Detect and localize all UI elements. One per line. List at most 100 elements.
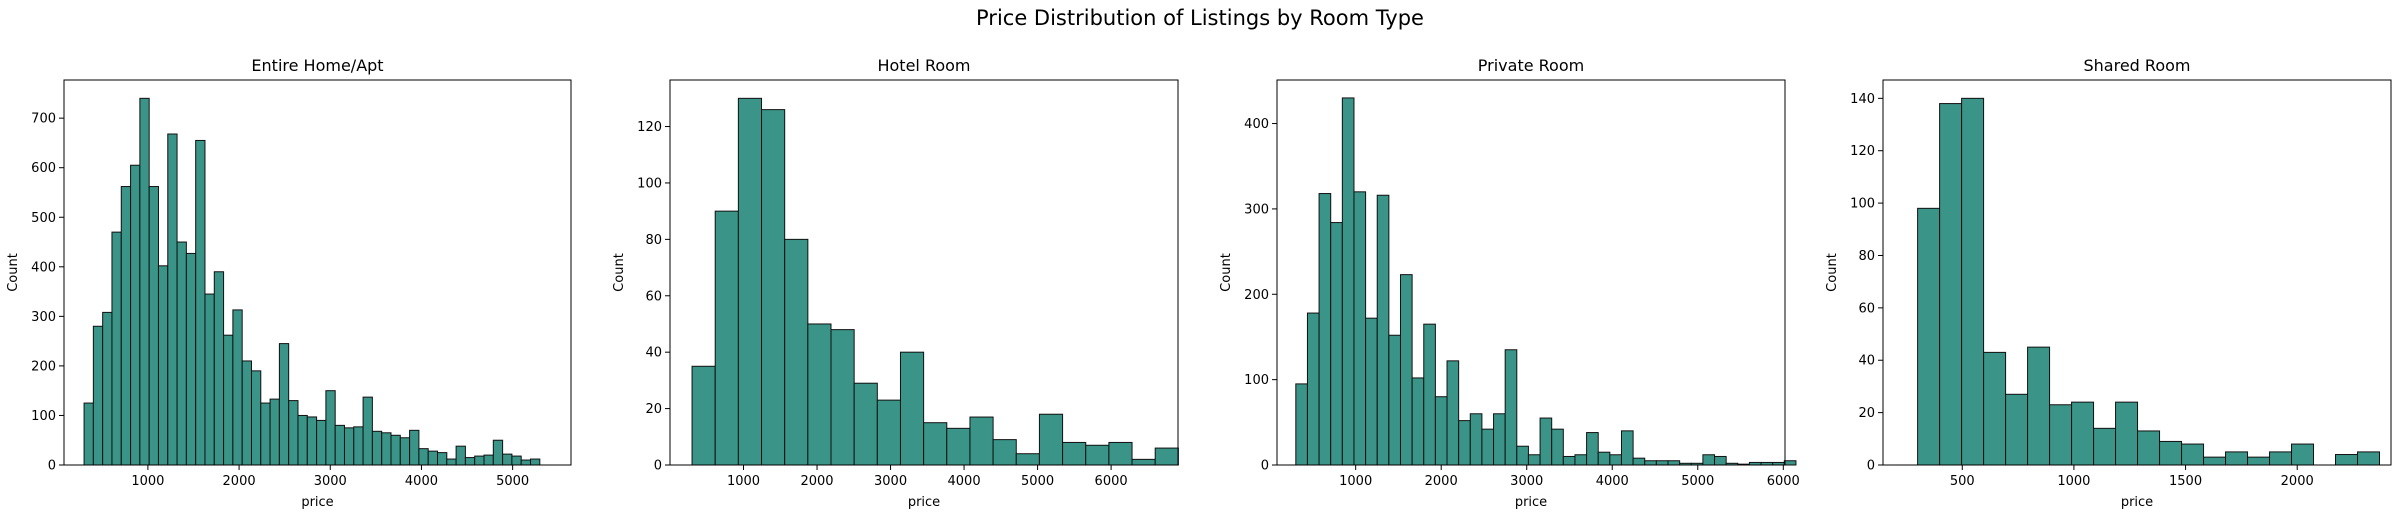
histogram-bar	[1306, 312, 1320, 466]
histogram-bar	[830, 329, 855, 466]
x-tick-label: 3000	[314, 474, 347, 489]
histogram-bar	[737, 97, 763, 466]
histogram-bar	[483, 454, 494, 466]
histogram-bar	[139, 97, 150, 466]
histogram-bar	[1365, 317, 1378, 466]
histogram-bar	[1586, 432, 1599, 466]
y-tick-label: 200	[31, 359, 56, 374]
panel-title: Entire Home/Apt	[251, 56, 383, 75]
histogram-bar	[1702, 454, 1716, 466]
histogram-bar	[1131, 458, 1156, 466]
histogram-panel: 500 1000 1500 2000 0 20 40 60 80 100 120 140 Shared …	[1825, 56, 2392, 510]
y-tick-label: 40	[1858, 354, 1875, 369]
histogram-bar	[455, 445, 466, 466]
histogram-bar	[381, 432, 392, 466]
y-tick-label: 0	[1261, 459, 1269, 474]
x-tick-label: 1000	[2057, 474, 2090, 489]
x-tick-label: 3000	[1510, 474, 1543, 489]
x-tick-label: 1000	[131, 474, 164, 489]
histogram-bar	[1917, 207, 1941, 466]
y-tick-label: 500	[31, 211, 56, 226]
histogram-bar	[1353, 191, 1367, 466]
histogram-panel: 1000 2000 3000 4000 5000 6000 0 20 40 60 80 100 120 H…	[612, 56, 1179, 510]
y-tick-label: 120	[637, 120, 662, 135]
histogram-bar	[1376, 194, 1390, 466]
x-axis-label: price	[1515, 495, 1547, 510]
histogram-bar	[1388, 334, 1401, 466]
y-tick-label: 400	[31, 260, 56, 275]
y-tick-label: 400	[1244, 117, 1269, 132]
histogram-bar	[278, 343, 290, 466]
histogram-bar	[761, 109, 786, 466]
histogram-bar	[1154, 447, 1179, 466]
histogram-bar	[167, 133, 178, 466]
histogram-bar	[232, 309, 243, 466]
y-tick-label: 0	[654, 459, 662, 474]
x-tick-label: 4000	[405, 474, 438, 489]
histogram-bar	[1446, 360, 1460, 466]
histogram-bar	[520, 459, 532, 466]
histogram-bar	[492, 439, 504, 466]
histogram-bar	[1015, 453, 1040, 466]
histogram-bar	[1516, 445, 1529, 466]
histogram-bar	[876, 399, 901, 466]
y-tick-label: 300	[1244, 202, 1269, 217]
histogram-bar	[2203, 456, 2227, 466]
y-tick-label: 140	[1850, 92, 1875, 107]
histogram-bar	[899, 351, 925, 466]
histogram-bar	[418, 448, 429, 466]
histogram-bar	[1108, 441, 1133, 466]
axes-frame	[1276, 79, 1786, 466]
histogram-bar	[1469, 413, 1483, 466]
histogram-bar	[185, 252, 197, 466]
histogram-bar	[1493, 413, 1506, 466]
x-axis-label: price	[908, 495, 940, 510]
histogram-bar	[362, 396, 373, 466]
histogram-bar	[390, 434, 401, 466]
histogram-bar	[316, 419, 327, 466]
histogram-bar	[2357, 451, 2381, 466]
histogram-bar	[1085, 444, 1110, 466]
y-axis-label: Count	[6, 253, 21, 292]
histogram-bar	[269, 398, 280, 466]
x-tick-label: 2000	[2281, 474, 2314, 489]
y-tick-label: 100	[31, 409, 56, 424]
y-axis-label: Count	[612, 253, 627, 292]
y-tick-label: 80	[1858, 249, 1875, 264]
histogram-bar	[343, 427, 355, 466]
histogram-bar	[260, 402, 271, 466]
histogram-bar	[1562, 455, 1576, 466]
histogram-bar	[446, 458, 457, 466]
histogram-bar	[102, 311, 113, 466]
histogram-bar	[1551, 428, 1564, 466]
histogram-bar	[241, 360, 252, 466]
histogram-bar	[2027, 346, 2051, 466]
histogram-bar	[946, 427, 971, 466]
histogram-bar	[1609, 454, 1622, 466]
histogram-bar	[2181, 443, 2205, 466]
panel-title: Hotel Room	[877, 56, 970, 75]
y-tick-label: 300	[31, 310, 56, 325]
histogram-bar	[195, 139, 206, 466]
histogram-bar	[2005, 393, 2029, 466]
histogram-bar	[853, 382, 878, 466]
histogram-bar	[1458, 420, 1471, 466]
y-tick-label: 0	[48, 459, 56, 474]
histogram-bar	[1341, 97, 1355, 466]
x-axis-label: price	[2121, 495, 2153, 510]
histogram-bar	[130, 164, 141, 466]
x-tick-label: 1000	[1339, 474, 1372, 489]
histogram-bar	[334, 424, 345, 466]
x-tick-label: 4000	[948, 474, 981, 489]
histogram-bar	[427, 450, 439, 466]
y-tick-label: 40	[645, 346, 662, 361]
axes-frame	[669, 79, 1179, 466]
histogram-bar	[464, 457, 476, 466]
histogram-bar	[1504, 349, 1518, 466]
panel-title: Shared Room	[2084, 56, 2191, 75]
histogram-bar	[1062, 441, 1087, 466]
histogram-bar	[1961, 97, 1985, 466]
histogram-bar	[1597, 451, 1611, 466]
histogram-bar	[353, 426, 364, 466]
